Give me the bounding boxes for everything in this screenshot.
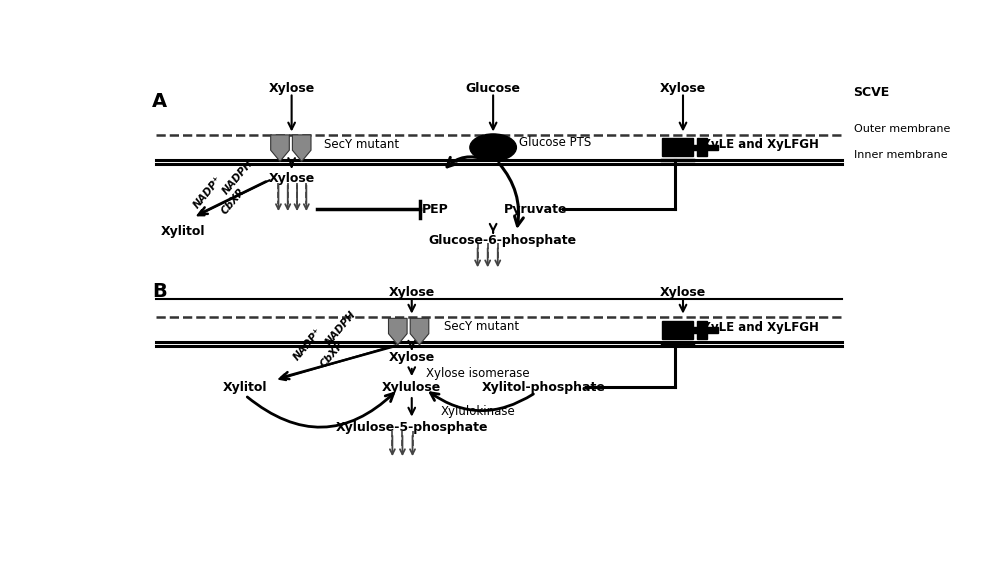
Text: CbXR: CbXR <box>220 186 247 217</box>
Text: Xylulokinase: Xylulokinase <box>440 405 515 418</box>
Text: SecY mutant: SecY mutant <box>444 320 519 333</box>
Text: SecY mutant: SecY mutant <box>324 138 399 151</box>
Polygon shape <box>388 318 407 345</box>
Text: Xylitol: Xylitol <box>161 225 205 238</box>
Text: Xylose: Xylose <box>660 82 706 95</box>
Text: NADP⁺: NADP⁺ <box>292 326 324 362</box>
Text: Xylose: Xylose <box>389 352 435 364</box>
Polygon shape <box>271 135 289 161</box>
Text: NADPH: NADPH <box>323 310 358 347</box>
Text: Xylose: Xylose <box>268 172 315 185</box>
Bar <box>697 138 707 157</box>
Text: Xylulose-5-phosphate: Xylulose-5-phosphate <box>336 421 488 434</box>
Bar <box>662 138 693 157</box>
Text: XyLE and XyLFGH: XyLE and XyLFGH <box>702 321 819 334</box>
Text: Inner membrane: Inner membrane <box>854 150 947 159</box>
Text: Xylose: Xylose <box>268 82 315 95</box>
Polygon shape <box>292 135 311 161</box>
Bar <box>687 144 718 150</box>
Text: Xylitol-phosphate: Xylitol-phosphate <box>482 381 605 394</box>
Text: Xylose: Xylose <box>389 286 435 299</box>
Text: Glucose: Glucose <box>466 82 521 95</box>
Text: CbXR: CbXR <box>318 339 346 369</box>
Text: Glucose-6-phosphate: Glucose-6-phosphate <box>428 234 576 248</box>
Circle shape <box>470 134 516 161</box>
Polygon shape <box>410 318 429 345</box>
Text: PEP: PEP <box>422 203 448 216</box>
Text: Xylitol: Xylitol <box>223 381 267 394</box>
Bar <box>697 321 707 339</box>
Text: Glucose PTS: Glucose PTS <box>519 137 591 150</box>
Bar <box>687 327 718 333</box>
Text: Xylose: Xylose <box>660 286 706 299</box>
Text: Xylose isomerase: Xylose isomerase <box>426 367 529 380</box>
Text: A: A <box>152 92 167 111</box>
Text: NADPH: NADPH <box>220 158 255 196</box>
Text: B: B <box>152 282 167 301</box>
Text: NADP⁺: NADP⁺ <box>192 175 224 210</box>
Text: SCVE: SCVE <box>854 86 890 99</box>
Text: Pyruvate: Pyruvate <box>504 203 568 216</box>
Text: Xylulose: Xylulose <box>382 381 441 394</box>
Text: Outer membrane: Outer membrane <box>854 124 950 134</box>
FancyBboxPatch shape <box>117 65 908 524</box>
Bar <box>662 321 693 339</box>
Text: XyLE and XyLFGH: XyLE and XyLFGH <box>702 138 819 151</box>
